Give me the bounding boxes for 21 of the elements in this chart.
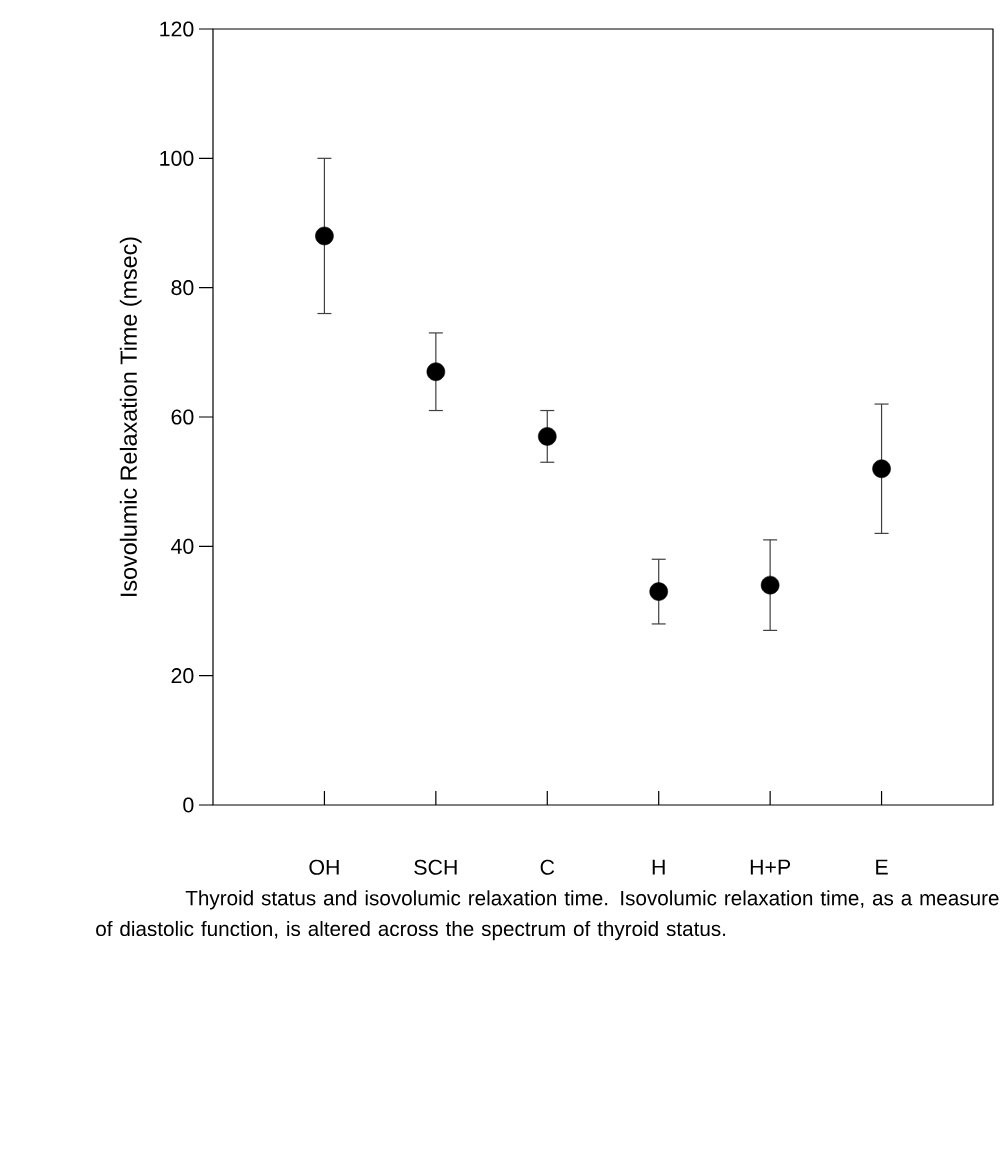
y-tick-label: 100 [160, 150, 194, 166]
point [315, 226, 334, 246]
y-tick-label: 60 [171, 409, 194, 425]
y-tick-label: 120 [160, 21, 194, 37]
x-tick-label: H [652, 859, 665, 875]
point [426, 362, 446, 381]
text: Thyroid status and isovolumic relaxation time. Isovolumic relaxation time, as a measure of diastolic function, is altered across the spectrum of thyroid status. [96, 890, 999, 941]
point [649, 582, 668, 601]
point [872, 459, 891, 478]
y-tick-label: 0 [183, 797, 194, 813]
x-tick-label: H+P [750, 859, 791, 875]
y-tick-label: 80 [171, 280, 194, 296]
x-tick-label: E [876, 859, 888, 875]
x-tick-label: OH [309, 859, 339, 875]
point [538, 427, 557, 446]
x-tick-label: SCH [414, 859, 457, 875]
point [760, 575, 780, 595]
y-tick-label: 40 [171, 538, 194, 554]
y-axis-title: Isovolumic Relaxation Time (msec) [119, 237, 142, 596]
y-tick-label: 20 [171, 668, 194, 684]
x-tick-label: C [540, 859, 555, 875]
